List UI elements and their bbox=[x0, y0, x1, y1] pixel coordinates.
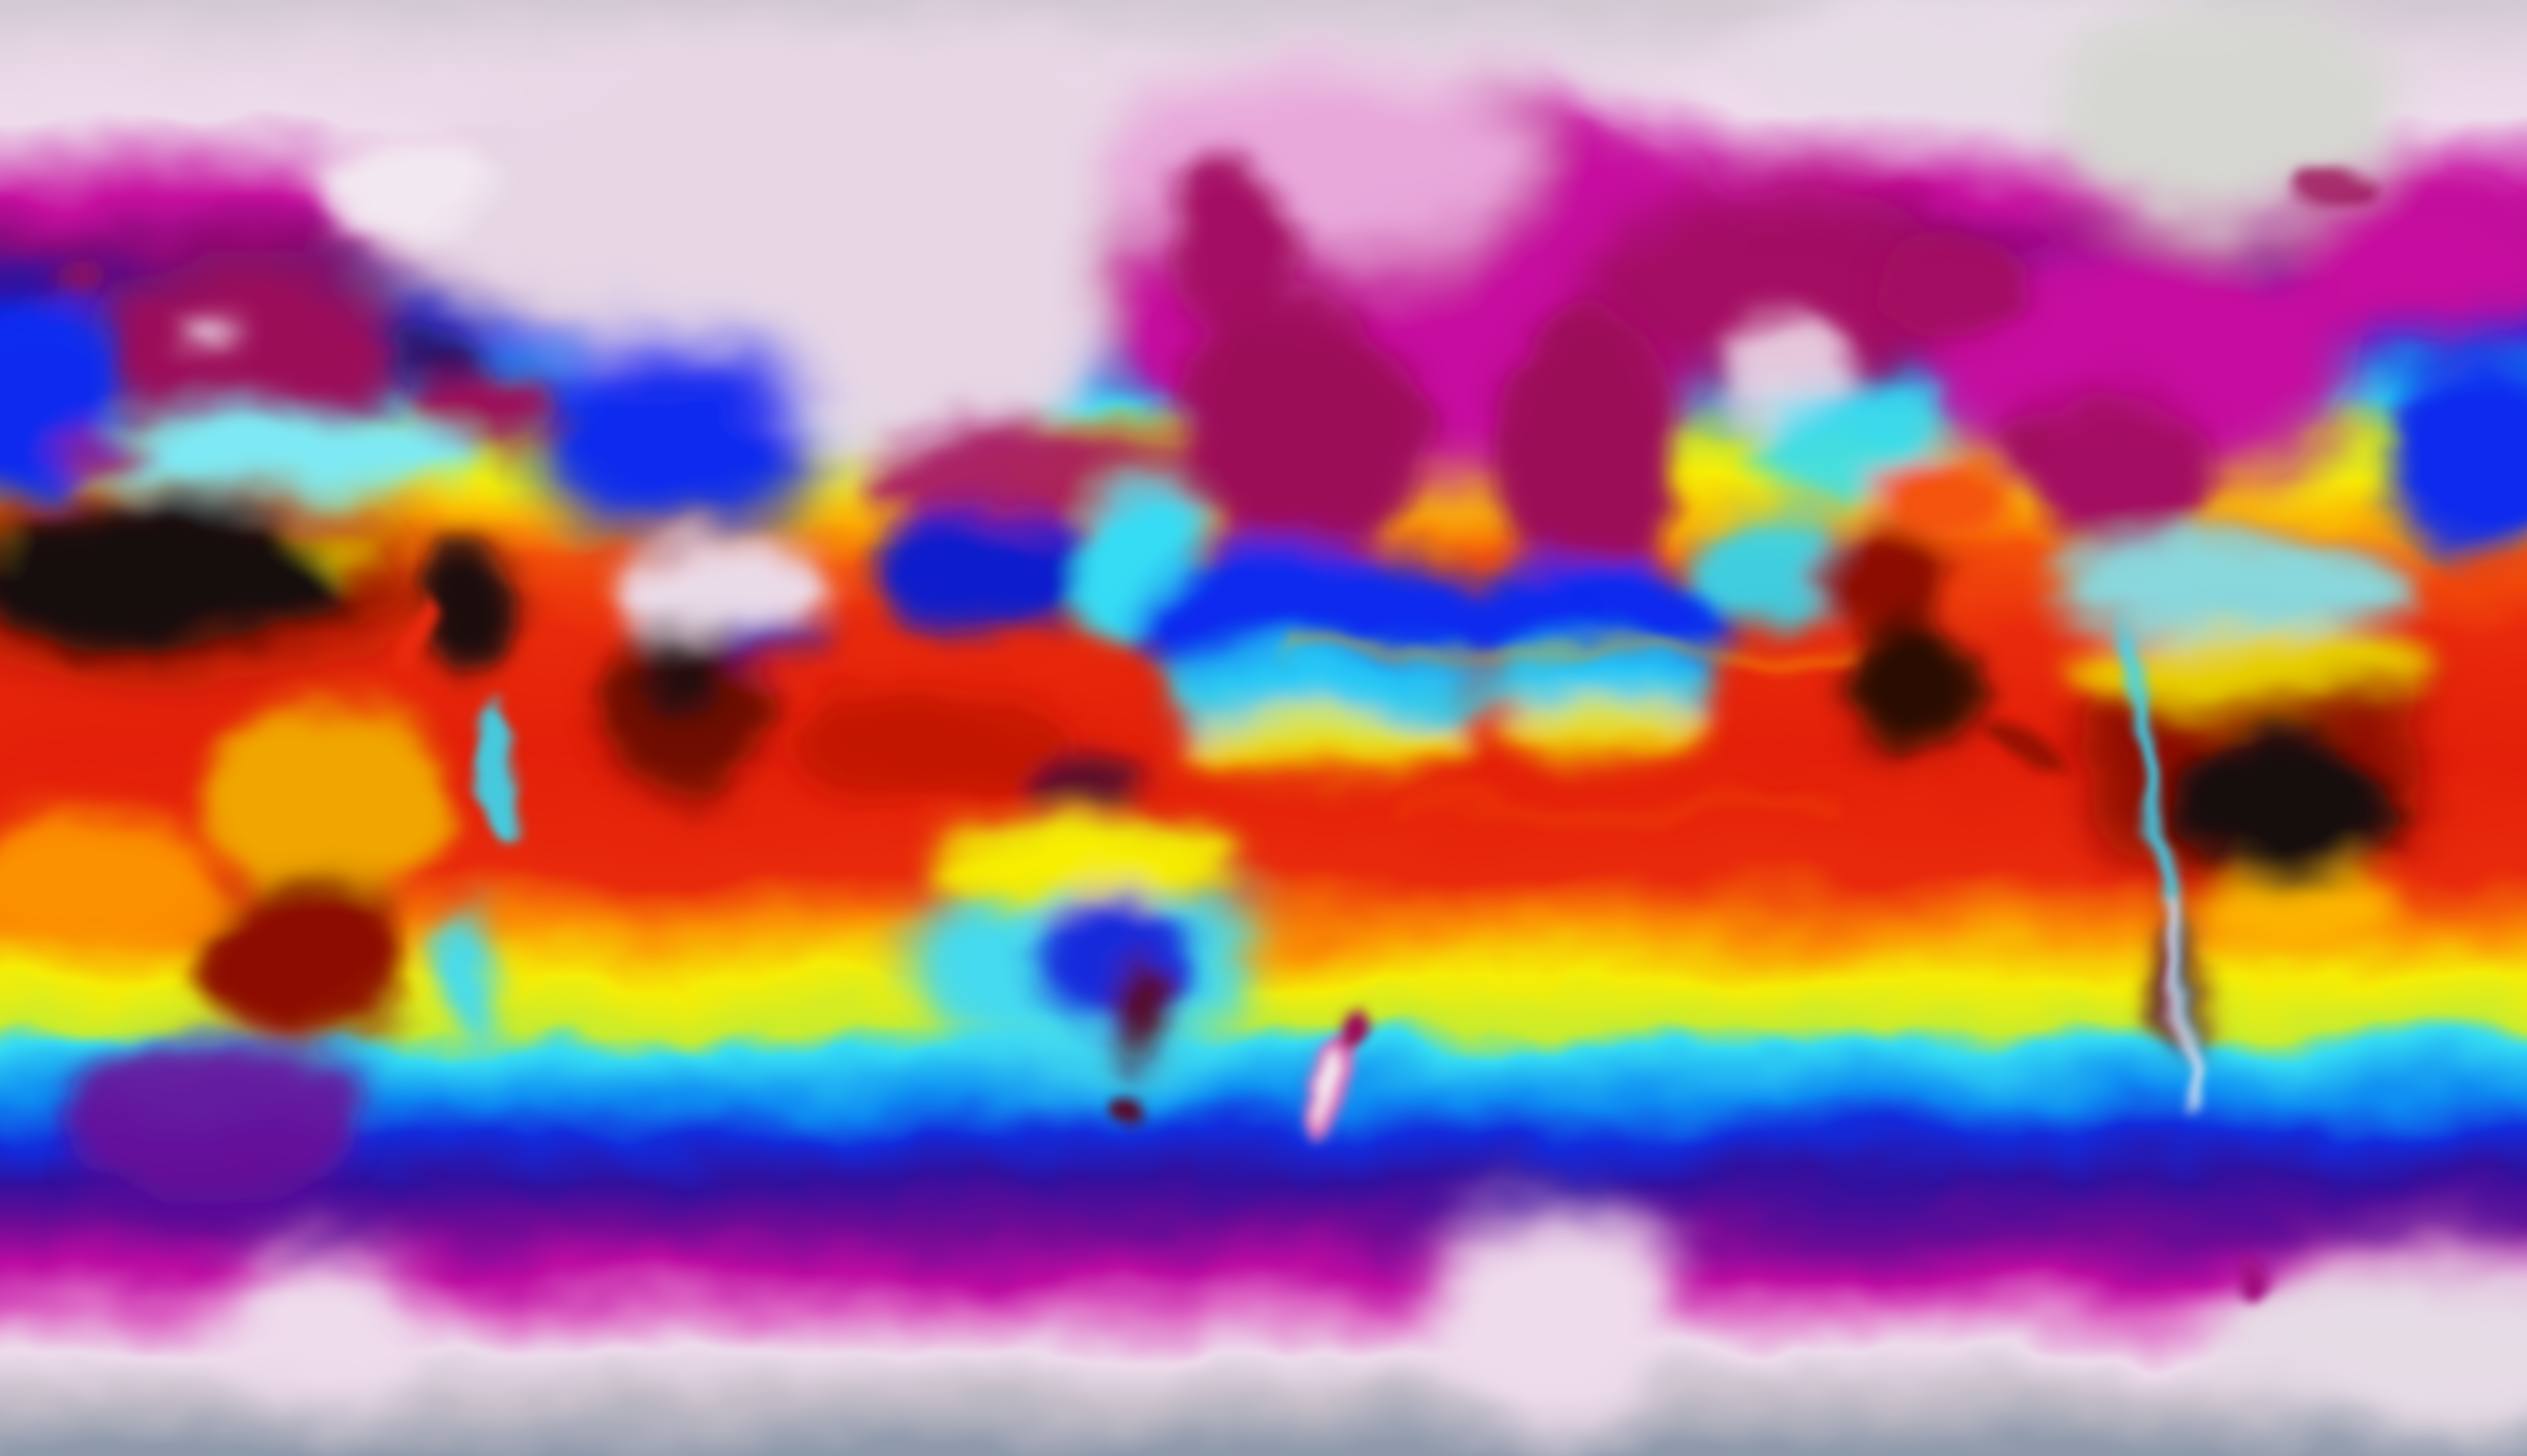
world-map bbox=[0, 0, 2527, 1456]
alps-white bbox=[178, 322, 244, 353]
british-isles-crimson bbox=[48, 263, 100, 305]
central-asia-blue-mass bbox=[530, 332, 819, 540]
australia-north-yellow bbox=[921, 821, 1234, 904]
hawaii-blue-dot bbox=[1581, 603, 1594, 618]
madagascar-cyan bbox=[441, 912, 497, 1041]
us-plains-hot-core bbox=[1872, 447, 2010, 550]
congo-amber bbox=[211, 701, 448, 891]
south-pacific-white-tongue bbox=[1426, 1202, 1683, 1422]
mexico-highlands-black bbox=[1846, 614, 1977, 758]
iceland-sea-crimson-streak bbox=[2294, 169, 2379, 211]
us-east-crimson bbox=[2030, 389, 2215, 559]
south-africa-dark-red bbox=[202, 874, 406, 1041]
china-deep-blue bbox=[872, 510, 1102, 635]
hudson-bay-crimson bbox=[1874, 231, 2025, 338]
npacific-yellow-dip-east bbox=[1497, 699, 1708, 757]
gulf-stream-cyan-band bbox=[2053, 538, 2422, 637]
npacific-crimson-tongue-east bbox=[1492, 315, 1683, 588]
iberia-crimson bbox=[64, 429, 150, 474]
global-temperature-map bbox=[0, 0, 2527, 1456]
npacific-crimson-tongue-west bbox=[1176, 296, 1423, 569]
bering-sea-pink-mass bbox=[1102, 68, 1530, 265]
amazon-black-core bbox=[2178, 726, 2389, 885]
black-sea-dark bbox=[390, 326, 498, 375]
east-africa-rift-cyan bbox=[482, 701, 522, 846]
gulf-stream-yellow-band bbox=[2062, 629, 2430, 705]
tasmania-maroon bbox=[1124, 1088, 1160, 1122]
scandinavia-white-mountains bbox=[312, 127, 493, 233]
south-atlantic-white-tongue bbox=[219, 1247, 423, 1406]
npacific-yellow-dip-west bbox=[1178, 711, 1481, 776]
tibetan-plateau-white bbox=[617, 538, 831, 637]
south-atlantic-purple-dome bbox=[58, 1043, 370, 1202]
australia-se-maroon bbox=[1106, 956, 1172, 1062]
new-guinea-maroon bbox=[1020, 755, 1151, 808]
anatolia-crimson bbox=[398, 373, 563, 442]
india-black-spots bbox=[643, 622, 729, 713]
